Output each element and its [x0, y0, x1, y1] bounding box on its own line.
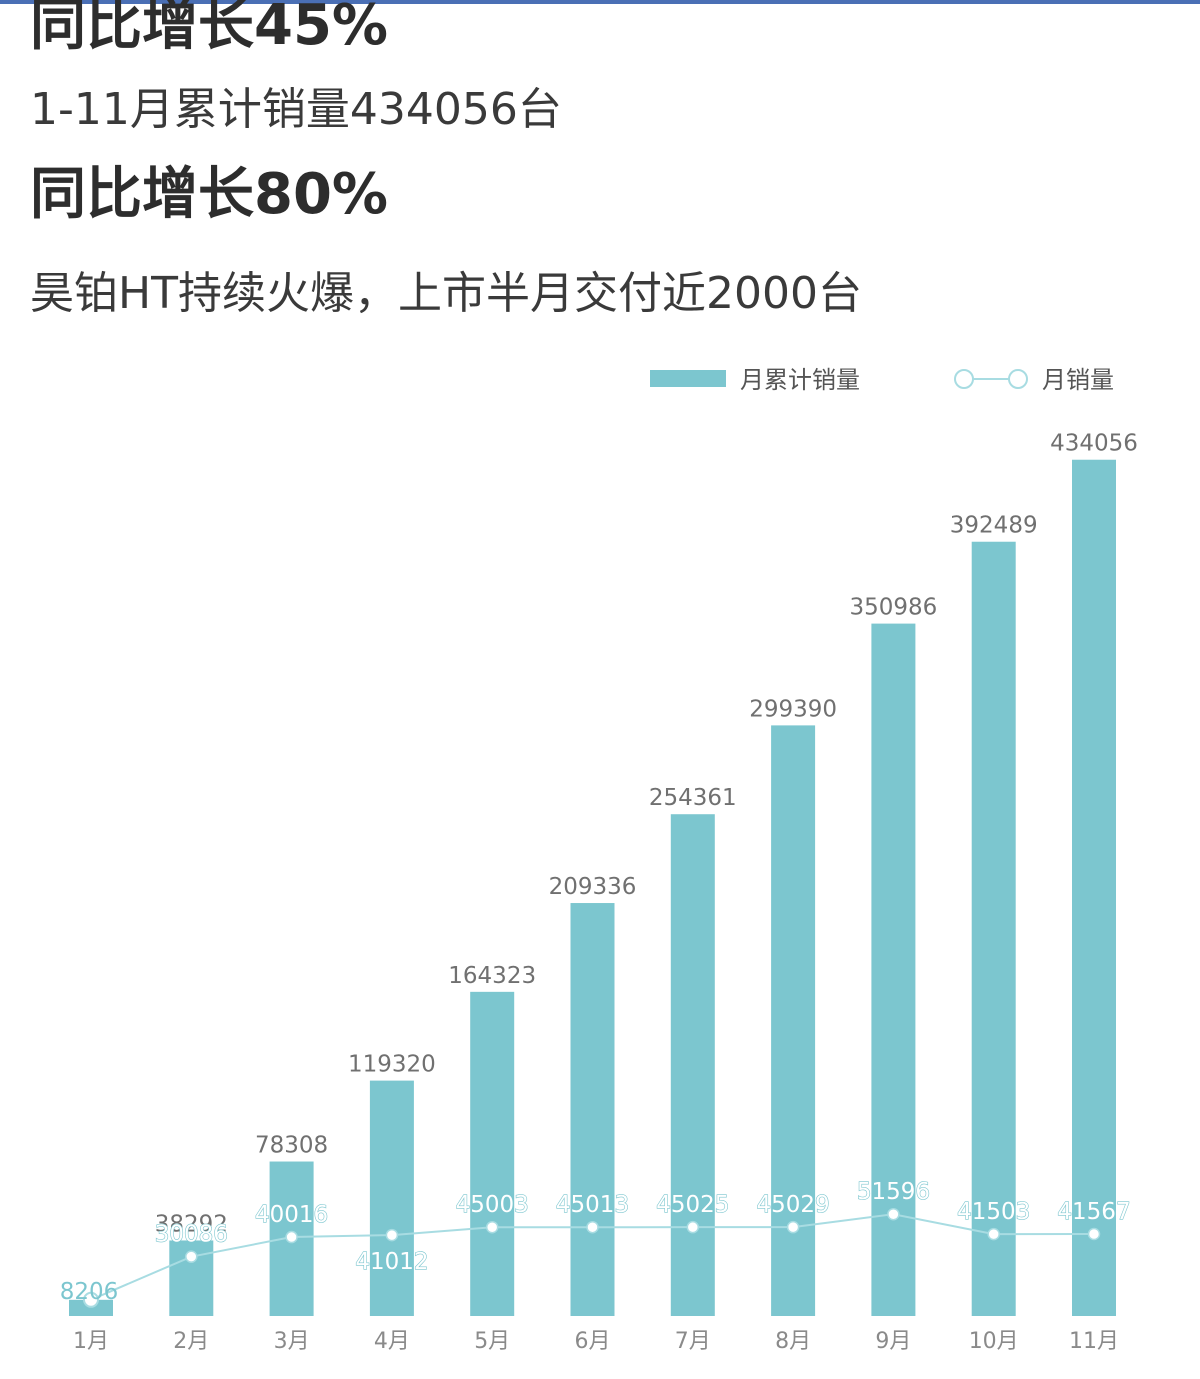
point-monthly — [686, 1220, 700, 1234]
bar-value-label: 38292 — [155, 1211, 228, 1237]
x-tick-label: 4月 — [374, 1329, 410, 1354]
line-value-label: 41503 — [957, 1199, 1030, 1225]
line-value-label: 41012 — [355, 1249, 428, 1275]
labels-layer: 38292 78308 119320 164323 209336 254361 299390… — [60, 431, 1138, 1305]
bar-cumulative — [69, 1299, 113, 1316]
bar-value-label: 78308 — [255, 1133, 328, 1159]
x-tick-label: 7月 — [675, 1329, 711, 1354]
bar-cumulative — [670, 814, 715, 1316]
headline-growth-45: 同比增长45% — [30, 0, 389, 58]
point-monthly — [285, 1230, 298, 1244]
bar-cumulative — [871, 623, 916, 1316]
x-tick-label: 11月 — [1069, 1329, 1119, 1354]
bar-value-label: 350986 — [849, 595, 937, 621]
sales-chart: 月累计销量 月销量 38292 78308 119320 164323 209336 25… — [60, 366, 1138, 1354]
bar-value-label: 254361 — [649, 785, 737, 811]
bar-cumulative — [971, 541, 1016, 1316]
legend-label-cumulative: 月累计销量 — [740, 366, 860, 394]
point-monthly — [185, 1250, 198, 1263]
bar-value-label: 164323 — [448, 963, 536, 989]
line-value-label: 45025 — [656, 1192, 729, 1218]
line-value-label: 8206 — [60, 1279, 119, 1305]
bar-value-label: 119320 — [348, 1052, 436, 1078]
bar-cumulative — [771, 725, 816, 1316]
legend-swatch-cumulative — [650, 370, 726, 387]
x-tick-label: 8月 — [775, 1329, 811, 1354]
bar-cumulative — [470, 991, 515, 1316]
point-monthly — [987, 1227, 1000, 1241]
headline-cumulative-sales: 1-11月累计销量434056台 — [30, 84, 562, 135]
bars-layer — [69, 459, 1116, 1316]
point-monthly — [83, 1291, 99, 1308]
x-tick-label: 6月 — [575, 1329, 611, 1354]
line-value-label: 41567 — [1057, 1199, 1130, 1225]
bar-cumulative — [369, 1080, 414, 1316]
bar-cumulative — [1072, 459, 1116, 1316]
point-monthly — [1087, 1227, 1101, 1241]
point-monthly — [887, 1207, 900, 1221]
point-monthly — [485, 1220, 499, 1234]
x-tick-label: 2月 — [173, 1329, 209, 1354]
legend-label-monthly: 月销量 — [1042, 366, 1114, 394]
x-tick-label: 9月 — [875, 1329, 911, 1354]
line-value-label: 45029 — [757, 1192, 830, 1218]
bar-cumulative — [570, 903, 615, 1316]
line-value-label: 51596 — [857, 1179, 930, 1205]
chart-legend: 月累计销量 月销量 — [650, 366, 1114, 394]
x-tick-label: 1月 — [73, 1329, 109, 1354]
x-axis-ticks: 1月 2月 3月 4月 5月 6月 7月 8月 9月 10月 11月 — [73, 1329, 1119, 1354]
headline-hyptec-ht: 昊铂HT持续火爆，上市半月交付近2000台 — [30, 268, 862, 319]
line-value-label: 40016 — [255, 1202, 328, 1228]
point-monthly — [786, 1220, 800, 1234]
bar-value-label: 434056 — [1050, 431, 1138, 457]
line-value-label: 45013 — [556, 1192, 629, 1218]
x-tick-label: 5月 — [474, 1329, 510, 1354]
point-monthly — [586, 1220, 599, 1234]
line-value-label: 30086 — [155, 1222, 228, 1248]
bar-value-label: 299390 — [749, 696, 837, 722]
bar-value-label: 392489 — [950, 513, 1038, 539]
bar-value-label: 209336 — [549, 874, 637, 900]
point-monthly — [385, 1228, 399, 1242]
x-tick-label: 10月 — [969, 1329, 1019, 1354]
top-accent-rule — [0, 0, 1200, 4]
legend-swatch-monthly — [954, 369, 1028, 389]
line-layer — [83, 1207, 1101, 1308]
headline-growth-80: 同比增长80% — [30, 162, 389, 227]
line-value-label: 45003 — [456, 1192, 529, 1218]
x-tick-label: 3月 — [274, 1329, 310, 1354]
